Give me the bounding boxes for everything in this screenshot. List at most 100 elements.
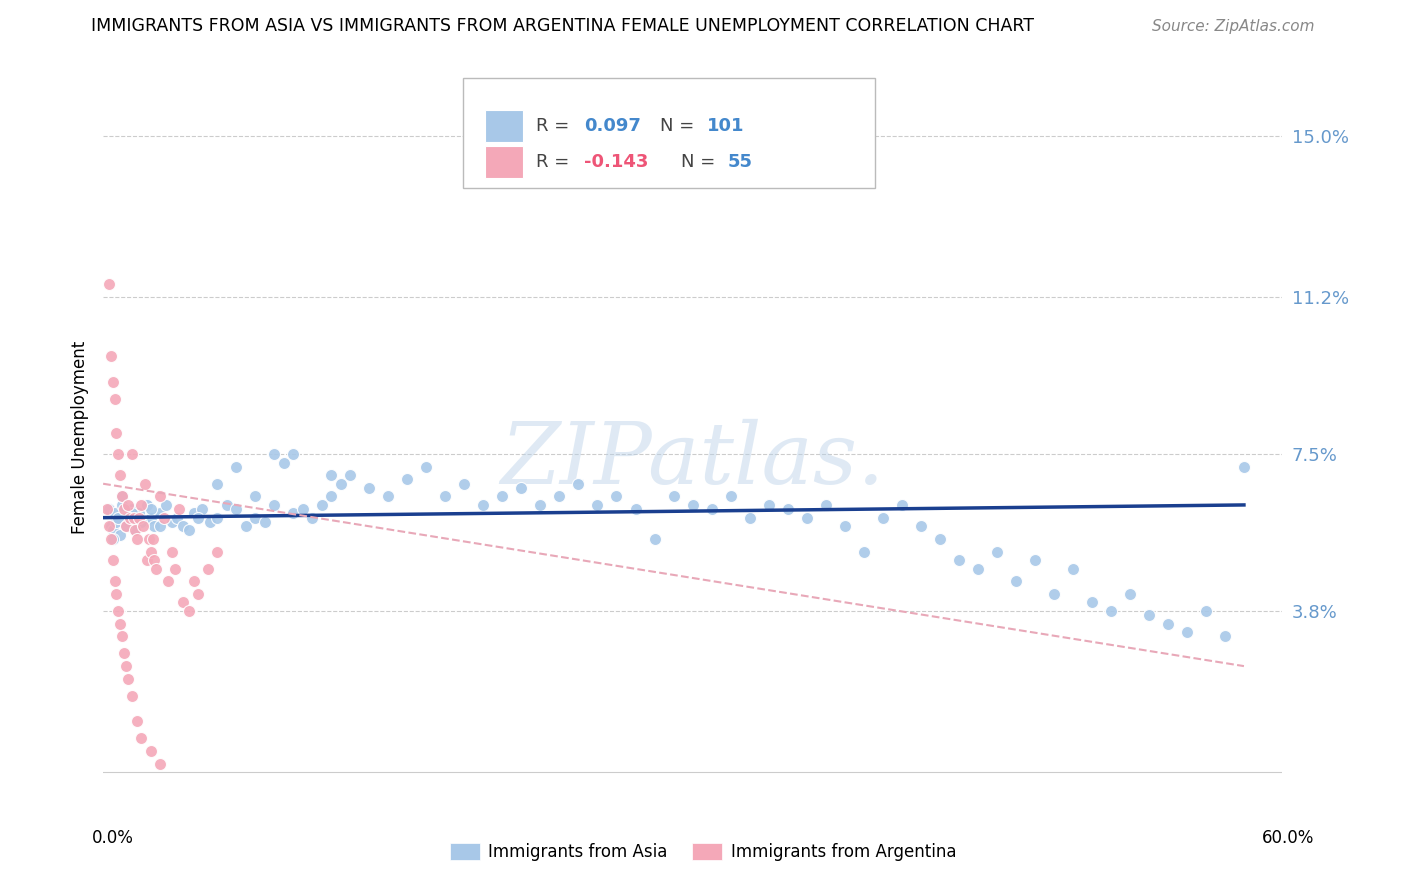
Point	[96, 502, 118, 516]
Point	[115, 519, 138, 533]
Point	[291, 502, 314, 516]
Point	[700, 502, 723, 516]
Point	[662, 490, 685, 504]
Point	[105, 515, 128, 529]
Point	[177, 604, 200, 618]
Text: -0.143: -0.143	[583, 153, 648, 170]
Point	[245, 510, 267, 524]
Point	[491, 490, 513, 504]
Bar	[485, 111, 523, 142]
Point	[177, 524, 200, 538]
Point	[127, 714, 149, 729]
Point	[132, 519, 155, 533]
Point	[97, 502, 120, 516]
Point	[117, 672, 139, 686]
Point	[149, 519, 172, 533]
Point	[225, 502, 247, 516]
Point	[111, 490, 134, 504]
Point	[253, 515, 276, 529]
Point	[107, 604, 129, 618]
Point	[145, 561, 167, 575]
Point	[205, 476, 228, 491]
Point	[172, 595, 194, 609]
Point	[149, 756, 172, 771]
Point	[187, 587, 209, 601]
Point	[215, 498, 238, 512]
Point	[153, 510, 176, 524]
Text: ZIPatlas.: ZIPatlas.	[501, 418, 884, 501]
Legend: Immigrants from Asia, Immigrants from Argentina: Immigrants from Asia, Immigrants from Ar…	[443, 836, 963, 868]
Point	[156, 574, 179, 589]
Point	[129, 498, 152, 512]
Point	[132, 515, 155, 529]
Bar	[485, 146, 523, 178]
Point	[101, 553, 124, 567]
Point	[100, 532, 122, 546]
Point	[103, 392, 125, 406]
Point	[263, 498, 285, 512]
Point	[172, 519, 194, 533]
Point	[329, 476, 352, 491]
Point	[101, 532, 124, 546]
Point	[191, 502, 214, 516]
Point	[321, 490, 343, 504]
Point	[135, 498, 157, 512]
Point	[139, 744, 162, 758]
Point	[101, 375, 124, 389]
Point	[122, 510, 145, 524]
Point	[966, 561, 988, 575]
Text: 55: 55	[728, 153, 754, 170]
Point	[124, 524, 146, 538]
Text: 0.097: 0.097	[583, 117, 641, 135]
Point	[910, 519, 932, 533]
Point	[149, 490, 172, 504]
Point	[134, 476, 156, 491]
Point	[139, 510, 162, 524]
Text: 60.0%: 60.0%	[1263, 829, 1315, 847]
Point	[139, 544, 162, 558]
Point	[121, 447, 143, 461]
Point	[112, 502, 135, 516]
Point	[187, 510, 209, 524]
Point	[166, 510, 188, 524]
Point	[396, 473, 419, 487]
Point	[283, 447, 305, 461]
Point	[339, 468, 361, 483]
Point	[128, 507, 150, 521]
Point	[796, 510, 818, 524]
Point	[129, 731, 152, 746]
Text: IMMIGRANTS FROM ASIA VS IMMIGRANTS FROM ARGENTINA FEMALE UNEMPLOYMENT CORRELATIO: IMMIGRANTS FROM ASIA VS IMMIGRANTS FROM …	[91, 17, 1035, 35]
Point	[127, 532, 149, 546]
Point	[225, 459, 247, 474]
Point	[776, 502, 799, 516]
Point	[510, 481, 533, 495]
Point	[872, 510, 894, 524]
Point	[160, 515, 183, 529]
Point	[198, 515, 221, 529]
Point	[111, 498, 134, 512]
Point	[1043, 587, 1066, 601]
Point	[135, 553, 157, 567]
Point	[183, 507, 205, 521]
Point	[143, 553, 166, 567]
Point	[107, 510, 129, 524]
Point	[117, 498, 139, 512]
Point	[586, 498, 609, 512]
Point	[1195, 604, 1218, 618]
Point	[834, 519, 856, 533]
Point	[453, 476, 475, 491]
Point	[107, 447, 129, 461]
Point	[644, 532, 666, 546]
Point	[1157, 616, 1180, 631]
Point	[105, 425, 128, 440]
Point	[110, 527, 132, 541]
Point	[529, 498, 551, 512]
Point	[321, 468, 343, 483]
Point	[1062, 561, 1084, 575]
Point	[111, 629, 134, 643]
Point	[149, 507, 172, 521]
Point	[1175, 625, 1198, 640]
Text: 0.0%: 0.0%	[91, 829, 134, 847]
Point	[283, 507, 305, 521]
Point	[160, 544, 183, 558]
